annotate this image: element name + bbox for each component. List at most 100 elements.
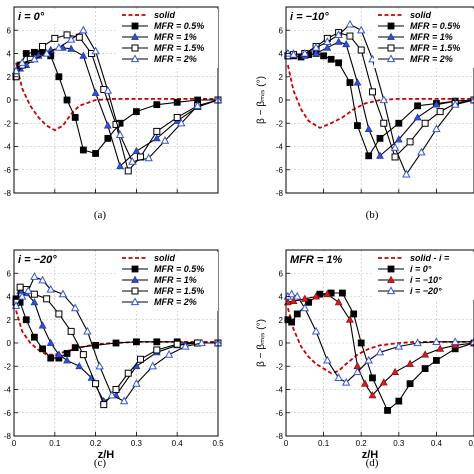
x-tick-label: 0.5 <box>212 439 224 448</box>
data-point <box>144 153 153 162</box>
data-point <box>79 146 87 154</box>
data-point <box>432 337 441 345</box>
legend-marker <box>131 275 139 283</box>
data-point <box>402 169 411 178</box>
data-point <box>365 152 373 160</box>
series-line-3 <box>287 293 474 384</box>
data-point <box>67 327 75 335</box>
data-point <box>30 290 38 298</box>
y-tick-label: 2 <box>7 316 12 325</box>
data-point <box>391 153 399 161</box>
data-point <box>379 95 389 104</box>
data-point <box>153 338 161 346</box>
y-tick-label: -2 <box>276 119 284 128</box>
data-point <box>380 119 388 127</box>
legend-entry: MFR = 2% <box>154 297 197 307</box>
data-point <box>132 108 140 116</box>
legend-marker <box>131 265 139 273</box>
y-tick-label: 0 <box>279 339 284 348</box>
panel-caption: (d) <box>366 457 379 469</box>
y-tick-label: 4 <box>279 50 284 59</box>
y-tick-label: -4 <box>276 386 284 395</box>
data-point <box>17 58 27 66</box>
data-point <box>115 130 125 138</box>
data-point <box>30 272 39 280</box>
data-point <box>152 134 161 142</box>
data-point <box>148 361 157 370</box>
data-point <box>293 291 302 300</box>
data-point <box>334 298 343 306</box>
condition-label-bg <box>288 9 348 24</box>
data-point <box>30 333 38 341</box>
legend-entry: MFR = 0.5% <box>154 21 204 31</box>
x-tick-label: 0.1 <box>49 439 61 448</box>
data-point <box>132 338 140 346</box>
data-point <box>289 50 298 58</box>
data-point <box>384 407 391 414</box>
data-point <box>312 49 320 57</box>
y-tick-label: -6 <box>276 166 284 175</box>
data-point <box>100 401 108 409</box>
condition-label-bg <box>16 252 76 267</box>
legend-marker <box>386 286 396 295</box>
y-tick-label: -4 <box>276 143 284 152</box>
legend-entry: MFR = 2% <box>154 54 197 64</box>
data-point <box>63 350 71 357</box>
data-point <box>390 143 400 151</box>
series-line-4 <box>287 23 474 176</box>
data-point <box>164 349 174 358</box>
data-point <box>432 100 441 108</box>
data-point <box>436 344 445 352</box>
data-point <box>312 292 320 300</box>
data-point <box>112 386 120 393</box>
data-point <box>66 34 76 43</box>
data-point <box>421 365 429 372</box>
data-point <box>364 124 373 132</box>
legend-entry: MFR = 1% <box>154 275 197 285</box>
data-point <box>320 52 328 60</box>
legend-entry: i = −10° <box>410 275 442 285</box>
data-point <box>406 359 414 367</box>
data-point <box>450 337 460 345</box>
data-point <box>323 43 332 51</box>
data-point <box>369 374 376 382</box>
y-tick-label: 4 <box>7 293 12 302</box>
data-point <box>341 377 351 386</box>
data-point <box>79 25 88 34</box>
data-point <box>323 37 332 45</box>
data-point <box>136 355 144 363</box>
x-tick-label: 0.4 <box>431 439 443 448</box>
data-point <box>63 356 71 364</box>
data-point <box>92 380 100 388</box>
data-point <box>46 284 55 293</box>
data-point <box>300 48 310 57</box>
x-tick-label: 0.4 <box>172 439 184 448</box>
data-point <box>112 339 120 347</box>
data-point <box>71 114 79 121</box>
data-point <box>345 19 355 28</box>
condition-label-bg <box>16 9 63 24</box>
data-point <box>153 101 161 109</box>
data-point <box>55 73 63 81</box>
data-point <box>79 51 88 59</box>
data-point <box>91 88 100 96</box>
data-point <box>30 54 39 63</box>
y-axis-label: β − βₘᵢₛ (°) <box>256 319 267 367</box>
data-point <box>338 289 346 297</box>
series-line-1 <box>15 298 218 359</box>
x-tick-label: 0.2 <box>356 439 368 448</box>
data-point <box>197 338 206 347</box>
legend-entry: i = −20° <box>410 286 442 296</box>
legend-marker <box>387 22 395 30</box>
data-point <box>421 350 430 358</box>
legend-marker <box>131 32 139 40</box>
y-tick-label: -8 <box>4 189 12 198</box>
y-axis-label: β − βₘᵢₛ (°) <box>256 76 267 124</box>
y-tick-label: -8 <box>4 432 12 441</box>
data-point <box>177 118 186 127</box>
y-tick-label: 0 <box>279 96 284 105</box>
data-point <box>350 310 358 318</box>
data-point <box>39 345 46 353</box>
series-line-4 <box>15 29 218 163</box>
